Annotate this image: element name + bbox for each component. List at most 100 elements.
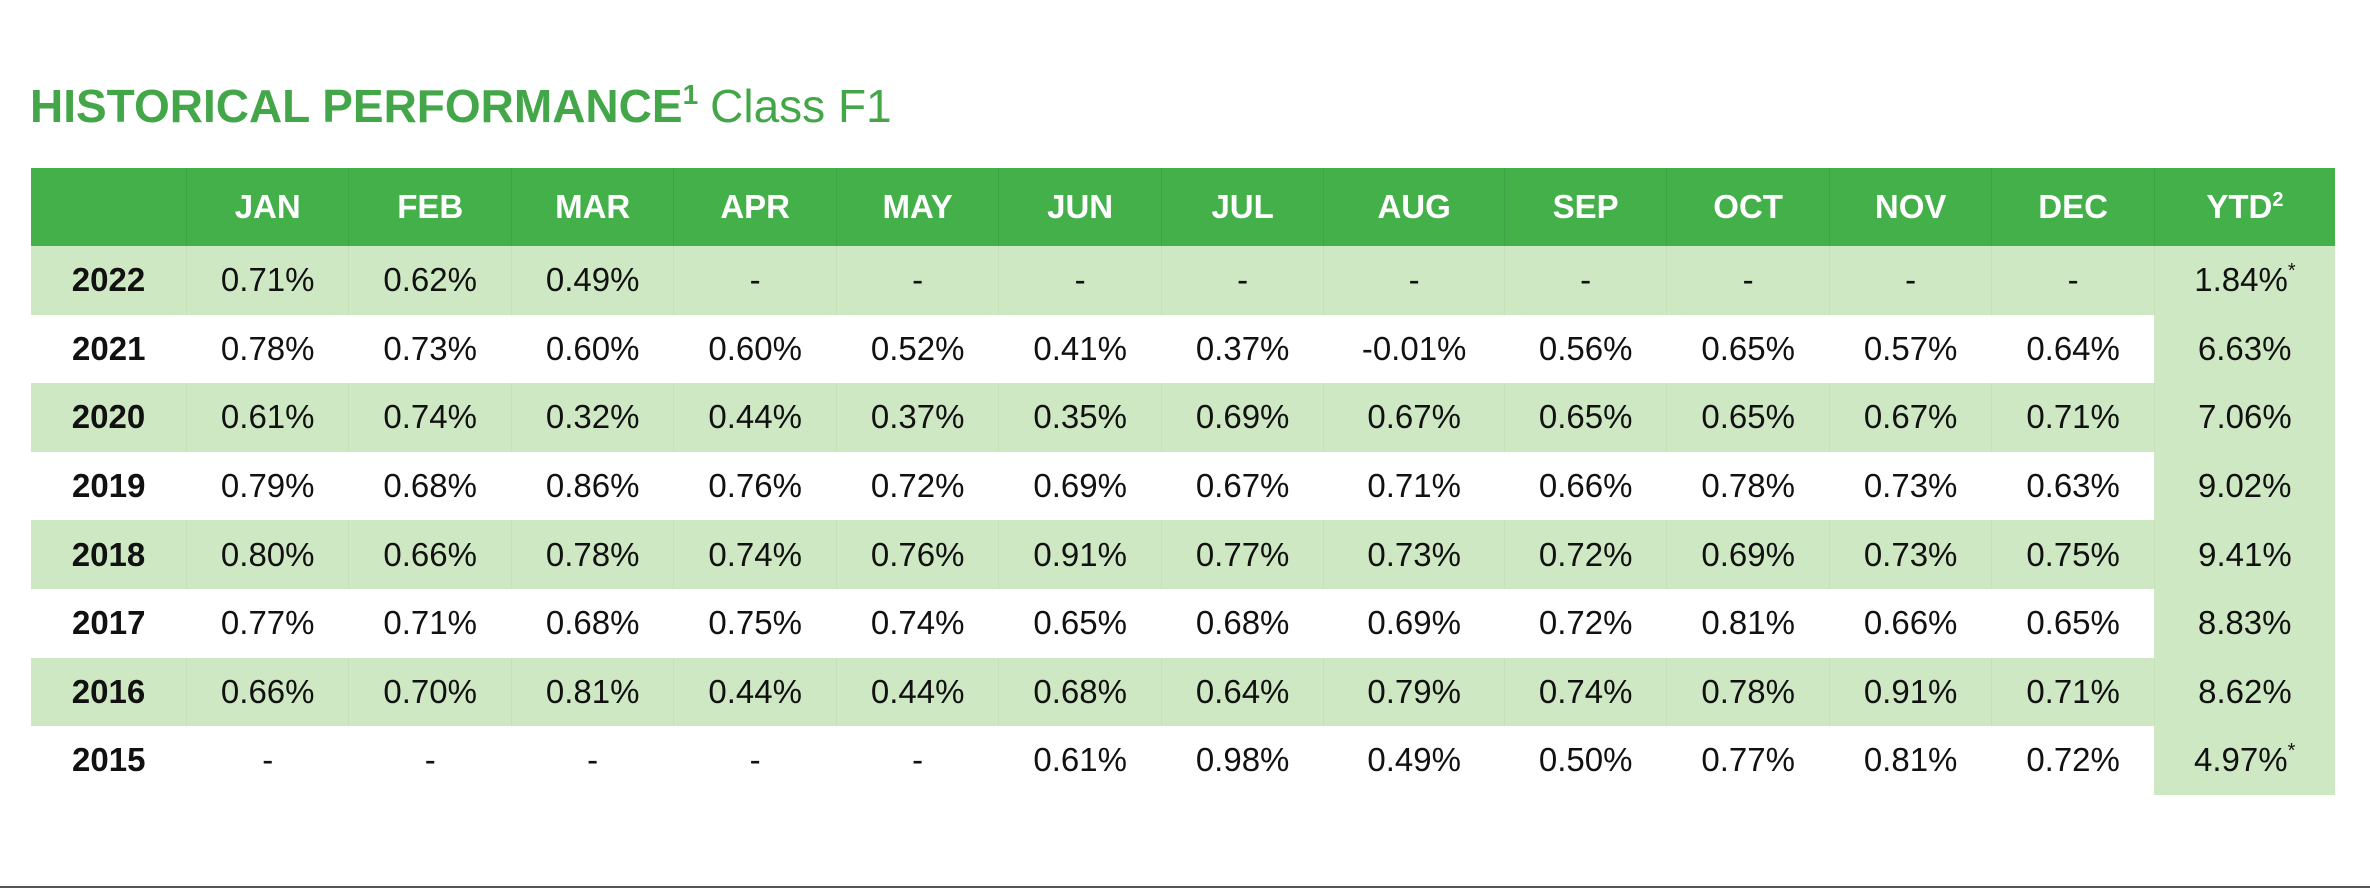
month-cell-jan: 0.61% <box>185 383 349 452</box>
month-cell-jun: 0.41% <box>1033 329 1127 367</box>
ytd-value: 7.06% <box>2198 398 2292 436</box>
month-cell-sep: - <box>1503 246 1667 315</box>
header-cell-apr: APR <box>673 168 837 246</box>
bottom-divider <box>0 886 2370 888</box>
month-cell-oct: 0.78% <box>1701 467 1795 505</box>
month-cell-dec: 0.65% <box>2026 604 2120 642</box>
month-cell-sep: 0.66% <box>1538 467 1633 505</box>
month-cell-jul: 0.69% <box>1160 383 1324 452</box>
month-cell-nov: 0.66% <box>1863 604 1958 642</box>
month-cell-apr: 0.44% <box>673 383 837 452</box>
month-cell-jan: 0.78% <box>220 329 315 367</box>
year-cell: 2015 <box>72 741 146 779</box>
year-cell: 2021 <box>72 329 146 367</box>
header-cell-mar: MAR <box>510 168 674 246</box>
header-cell-oct: OCT <box>1666 168 1830 246</box>
month-cell-nov: 0.67% <box>1828 383 1992 452</box>
table-row: 2021 0.78% 0.73% 0.60% 0.60% 0.52% 0.41% 0.37% -… <box>31 314 2335 384</box>
month-cell-jun: - <box>998 246 1162 315</box>
month-cell-mar: - <box>587 741 599 779</box>
month-cell-sep: 0.50% <box>1538 741 1633 779</box>
month-cell-jan: - <box>262 741 274 779</box>
month-cell-mar: 0.49% <box>510 246 674 315</box>
header-cell-nov: NOV <box>1828 168 1992 246</box>
month-cell-feb: - <box>424 741 436 779</box>
month-cell-apr: 0.44% <box>673 657 837 727</box>
month-cell-may: 0.52% <box>870 329 965 367</box>
table-row: 2019 0.79% 0.68% 0.86% 0.76% 0.72% 0.69% 0.67% 0… <box>31 451 2335 521</box>
month-cell-nov: 0.81% <box>1863 741 1958 779</box>
month-cell-jul: 0.37% <box>1195 329 1290 367</box>
month-cell-apr: 0.76% <box>708 467 802 505</box>
header-row: JAN FEB MAR APR MAY JUN JUL AUG SEP OCT … <box>31 168 2335 246</box>
month-cell-apr: - <box>749 741 761 779</box>
year-cell: 2016 <box>31 657 187 727</box>
ytd-value: 8.83% <box>2197 604 2292 642</box>
month-cell-jun: 0.91% <box>998 520 1162 589</box>
month-cell-apr: 0.75% <box>708 604 802 642</box>
ytd-cell: 4.97%* <box>2154 726 2335 795</box>
month-cell-nov: 0.91% <box>1828 657 1992 727</box>
month-cell-jan: 0.71% <box>185 246 349 315</box>
heading-title: HISTORICAL PERFORMANCE <box>30 80 683 132</box>
month-cell-mar: 0.60% <box>545 329 640 367</box>
month-cell-jan: 0.77% <box>220 604 315 642</box>
ytd-value: 4.97% <box>2193 741 2288 779</box>
heading-subtitle: Class F1 <box>710 80 892 132</box>
ytd-footnote-marker: 2 <box>2272 189 2284 211</box>
month-cell-nov: - <box>1828 246 1992 315</box>
month-cell-nov: 0.57% <box>1863 329 1958 367</box>
month-cell-feb: 0.74% <box>348 383 512 452</box>
month-cell-jun: 0.68% <box>998 657 1162 727</box>
month-cell-aug: 0.79% <box>1323 657 1505 727</box>
performance-table: JAN FEB MAR APR MAY JUN JUL AUG SEP OCT … <box>31 168 2335 795</box>
month-cell-aug: 0.67% <box>1323 383 1505 452</box>
month-cell-sep: 0.56% <box>1538 329 1633 367</box>
header-cell-year <box>31 168 187 246</box>
year-cell: 2018 <box>31 520 187 589</box>
table-row: 2020 0.61% 0.74% 0.32% 0.44% 0.37% 0.35% 0.69% 0… <box>31 383 2335 452</box>
header-cell-dec: DEC <box>1991 168 2155 246</box>
ytd-value: 6.63% <box>2197 329 2292 367</box>
month-cell-aug: 0.69% <box>1367 604 1461 642</box>
year-cell: 2020 <box>31 383 187 452</box>
month-cell-dec: 0.64% <box>2026 329 2120 367</box>
month-cell-nov: 0.73% <box>1828 520 1992 589</box>
ytd-cell: 6.63% <box>2154 314 2335 384</box>
year-cell: 2019 <box>72 467 146 505</box>
month-cell-aug: - <box>1323 246 1505 315</box>
month-cell-may: 0.76% <box>835 520 999 589</box>
month-cell-dec: 0.71% <box>1991 657 2155 727</box>
month-cell-feb: 0.70% <box>348 657 512 727</box>
table-row: 2018 0.80% 0.66% 0.78% 0.74% 0.76% 0.91% 0.77% 0… <box>31 520 2335 589</box>
ytd-asterisk-marker: * <box>2287 740 2296 763</box>
month-cell-oct: 0.65% <box>1666 383 1830 452</box>
month-cell-aug: 0.73% <box>1323 520 1505 589</box>
month-cell-dec: 0.75% <box>1991 520 2155 589</box>
month-cell-feb: 0.62% <box>348 246 512 315</box>
month-cell-apr: 0.74% <box>673 520 837 589</box>
ytd-cell: 9.41% <box>2153 520 2335 589</box>
header-cell-aug: AUG <box>1323 168 1505 246</box>
month-cell-mar: 0.32% <box>510 383 674 452</box>
ytd-cell: 9.02% <box>2154 451 2335 521</box>
month-cell-may: 0.37% <box>835 383 999 452</box>
header-cell-jul: JUL <box>1160 168 1324 246</box>
year-cell: 2017 <box>72 604 146 642</box>
month-cell-may: 0.44% <box>835 657 999 727</box>
month-cell-mar: 0.68% <box>545 604 640 642</box>
ytd-value: 8.62% <box>2198 672 2292 710</box>
table-row: 2016 0.66% 0.70% 0.81% 0.44% 0.44% 0.68% 0.64% 0… <box>31 657 2335 727</box>
month-cell-jan: 0.66% <box>185 657 349 727</box>
ytd-asterisk-marker: * <box>2287 260 2296 283</box>
month-cell-may: 0.74% <box>870 604 965 642</box>
month-cell-aug: -0.01% <box>1361 329 1467 367</box>
ytd-cell: 1.84%* <box>2153 246 2335 315</box>
month-cell-feb: 0.68% <box>383 467 477 505</box>
ytd-value: 9.02% <box>2197 467 2292 505</box>
month-cell-mar: 0.78% <box>510 520 674 589</box>
month-cell-feb: 0.71% <box>383 604 477 642</box>
month-cell-jul: 0.98% <box>1195 741 1290 779</box>
month-cell-may: 0.72% <box>870 467 965 505</box>
month-cell-aug: 0.49% <box>1367 741 1461 779</box>
